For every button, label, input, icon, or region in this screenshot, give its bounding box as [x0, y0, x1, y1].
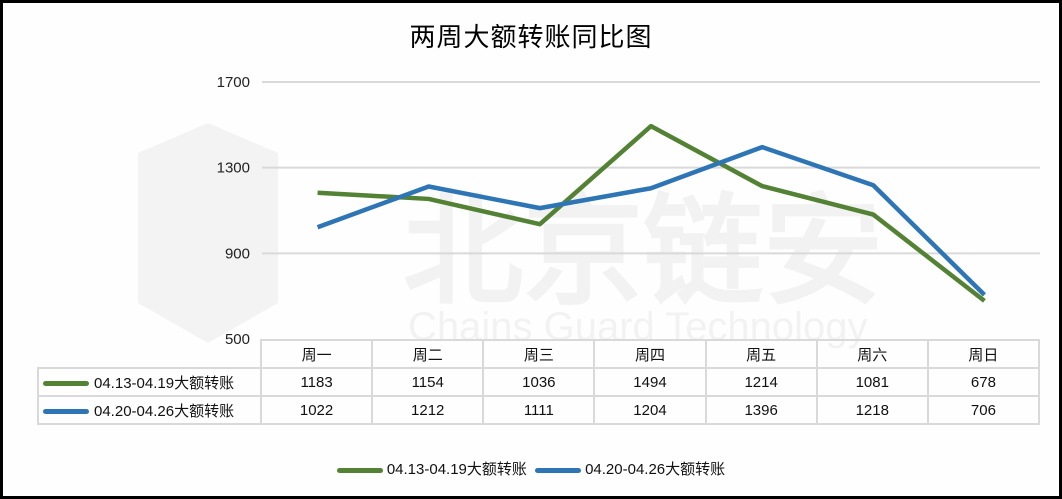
chart-title: 两周大额转账同比图	[409, 23, 653, 53]
value-cell: 1204	[593, 395, 707, 425]
category-header-cell: 周四	[593, 339, 707, 369]
category-header-cell: 周五	[704, 339, 818, 369]
y-tick-label: 1700	[217, 74, 250, 91]
legend-item-series2[interactable]: 04.20-04.26大额转账	[535, 458, 725, 479]
chart-legend: 04.13-04.19大额转账 04.20-04.26大额转账	[3, 458, 1059, 479]
value-cell: 678	[926, 367, 1040, 397]
legend-label: 04.13-04.19大额转账	[386, 461, 527, 478]
value-cell: 1036	[482, 367, 596, 397]
legend-item-series1[interactable]: 04.13-04.19大额转账	[336, 458, 527, 479]
y-axis-ticks: 500 900 1300 1700	[217, 74, 250, 348]
legend-line-icon	[336, 467, 383, 473]
y-tick-label: 1300	[217, 160, 250, 177]
legend-swatch-series1	[43, 381, 89, 387]
value-cell: 1154	[371, 367, 485, 397]
value-cell: 1183	[259, 367, 374, 397]
value-cell: 1212	[371, 395, 485, 425]
category-header-cell: 周一	[259, 339, 374, 369]
series-name: 04.20-04.26大额转账	[94, 402, 235, 420]
legend-swatch-series2	[43, 409, 89, 415]
gridlines	[262, 81, 1040, 255]
legend-label: 04.20-04.26大额转账	[585, 461, 726, 478]
category-header-cell: 周六	[815, 339, 929, 369]
series-label-cell: 04.13-04.19大额转账	[37, 367, 262, 397]
category-header-cell: 周日	[926, 339, 1040, 369]
series-lines	[316, 123, 987, 303]
legend-line-icon	[535, 467, 582, 473]
series-name: 04.13-04.19大额转账	[94, 374, 235, 392]
line-chart: 北京链安 Chains Guard Technology 50090013001…	[138, 74, 1040, 349]
watermark-logo-icon	[138, 123, 278, 343]
y-tick-label: 500	[225, 331, 250, 348]
value-cell: 1214	[704, 367, 818, 397]
category-header-cell: 周三	[482, 339, 596, 369]
value-cell: 1081	[815, 367, 929, 397]
value-cell: 1218	[815, 395, 929, 425]
value-cell: 706	[926, 395, 1040, 425]
value-cell: 1022	[259, 395, 374, 425]
table-header-row: 周一 周二 周三 周四 周五 周六 周日	[38, 339, 1040, 369]
category-header-cell: 周二	[371, 339, 485, 369]
value-cell: 1494	[593, 367, 707, 397]
value-cell: 1396	[704, 395, 818, 425]
value-cell: 1111	[482, 395, 596, 425]
table-row: 04.20-04.26大额转账 1022 1212 1111 1204 1396 1218…	[37, 395, 1040, 425]
chart-frame: 两周大额转账同比图 北京链安 Chains Guard Technology 5…	[3, 3, 1059, 496]
series-line-1[interactable]	[317, 123, 986, 303]
series-label-cell: 04.20-04.26大额转账	[37, 395, 262, 425]
data-table: 周一 周二 周三 周四 周五 周六 周日 04.13-04.19大额转账 1183 1154 1…	[37, 339, 1040, 425]
series-line-2[interactable]	[316, 144, 987, 297]
y-tick-label: 900	[225, 245, 250, 262]
table-row: 04.13-04.19大额转账 1183 1154 1036 1494 1214 1081…	[37, 367, 1040, 397]
